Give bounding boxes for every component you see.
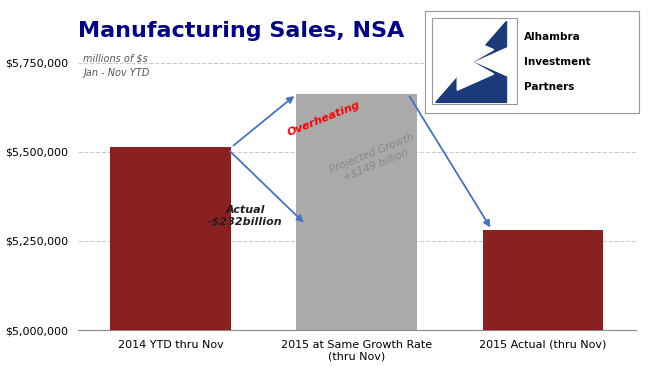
Polygon shape	[457, 33, 494, 90]
Bar	[482, 230, 604, 375]
Text: millions of $s
Jan - Nov YTD: millions of $s Jan - Nov YTD	[84, 54, 150, 78]
Text: Partners: Partners	[524, 82, 574, 92]
Bar	[110, 147, 231, 375]
Polygon shape	[436, 21, 506, 102]
Text: Overheating: Overheating	[286, 100, 361, 138]
Bar	[297, 94, 417, 375]
Bar	[432, 18, 517, 104]
Text: Manufacturing Sales, NSA: Manufacturing Sales, NSA	[78, 21, 404, 40]
Text: Projected Growth
+$149 billion: Projected Growth +$149 billion	[328, 132, 419, 186]
Text: Actual
-$232billion: Actual -$232billion	[208, 205, 282, 227]
Text: Alhambra: Alhambra	[524, 32, 580, 42]
Text: Investment: Investment	[524, 57, 590, 67]
